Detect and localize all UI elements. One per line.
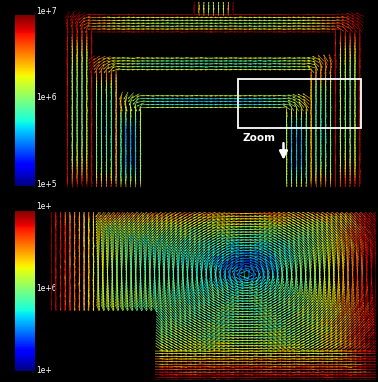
Bar [238, 79, 361, 128]
Text: 1e+7: 1e+7 [36, 202, 56, 211]
Text: 1e+6: 1e+6 [36, 283, 56, 293]
Text: 1e+5: 1e+5 [36, 366, 56, 375]
Text: 1e+5: 1e+5 [36, 180, 56, 189]
Text: Zoom: Zoom [243, 133, 276, 143]
Bar [51, 198, 376, 212]
Bar [51, 311, 155, 380]
Text: 1e+7: 1e+7 [36, 7, 56, 16]
Text: 1e+6: 1e+6 [36, 93, 56, 102]
